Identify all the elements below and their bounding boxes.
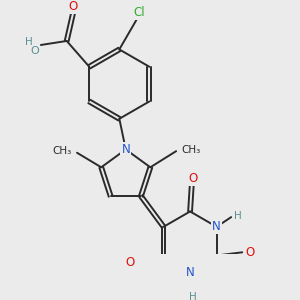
Text: O: O <box>31 46 39 56</box>
Text: O: O <box>189 172 198 185</box>
Text: O: O <box>126 256 135 269</box>
Text: N: N <box>212 220 221 233</box>
Text: H: H <box>234 211 242 220</box>
Text: H: H <box>25 37 33 47</box>
Text: N: N <box>186 266 194 279</box>
Text: CH₃: CH₃ <box>52 146 71 156</box>
Text: O: O <box>68 0 78 13</box>
Text: CH₃: CH₃ <box>182 145 201 154</box>
Text: H: H <box>189 292 197 300</box>
Text: N: N <box>122 143 130 156</box>
Text: O: O <box>245 246 254 259</box>
Text: Cl: Cl <box>134 6 145 19</box>
